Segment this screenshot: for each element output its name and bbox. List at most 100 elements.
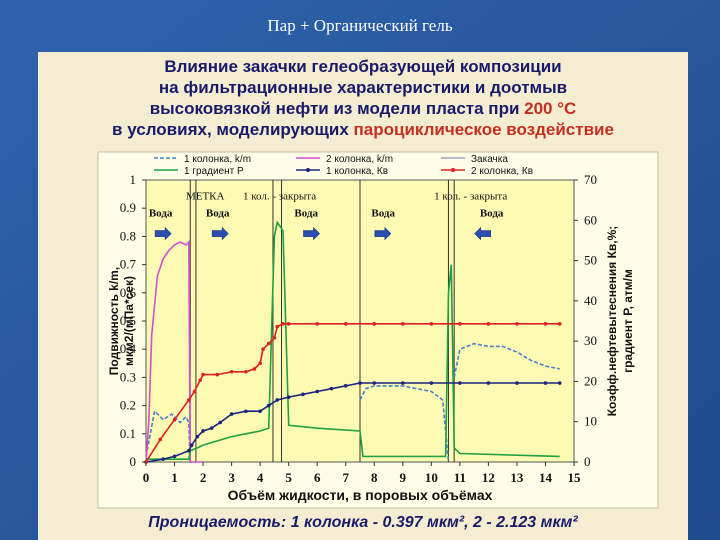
series-point [315,389,320,394]
series-point [172,417,177,422]
legend-label: Закачка [471,154,508,165]
water-arrow-icon [211,226,229,241]
y-right-tick-label: 30 [584,333,597,348]
x-tick-label: 2 [200,470,207,485]
legend-label: 1 градиент P [184,166,244,177]
x-tick-label: 13 [510,470,524,485]
y-left-tick-label: 0.8 [120,228,136,243]
y-left-title-line-2: мкм2/(мПа*сек) [122,276,136,366]
chart-annotation: Вода [206,208,230,220]
x-tick-label: 5 [285,470,292,485]
series-point [218,420,222,425]
y-left-tick-label: 0.3 [120,369,136,384]
y-left-tick-label: 1 [130,172,137,187]
series-point [172,454,177,459]
permeability-footer: Проницаемость: 1 колонка - 0.397 мкм², 2… [148,514,578,531]
legend-label: 1 колонка, Кв [326,166,388,177]
x-tick-label: 3 [228,470,235,485]
series-point [486,381,491,385]
series-point [187,448,191,453]
heading-line-4: в условиях, моделирующих пароциклическое… [112,120,614,139]
slide-title: Пар + Органический гель [267,16,453,35]
series-point [195,434,200,439]
x-tick-label: 0 [143,470,150,485]
x-tick-label: 7 [342,470,349,485]
series-point [458,381,462,385]
y-left-tick-label: 0.4 [120,341,137,356]
series-point [286,395,291,399]
series-point [275,324,280,329]
x-tick-label: 1 [171,470,178,485]
x-axis-title: Объём жидкости, в поровых объёмах [228,487,493,503]
chart-annotation: 1 кол. - закрыта [243,191,316,203]
x-tick-label: 10 [425,470,438,485]
chart-annotation: Вода [480,208,504,220]
series-point [286,322,291,326]
series-point [201,372,205,377]
x-tick-label: 8 [371,470,378,485]
series-point [198,378,203,383]
series-point [315,322,320,326]
y-right-title-line-2: градиент Р, атм/м [621,269,635,373]
y-left-tick-label: 0.5 [120,313,136,328]
legend-label: 2 колонка, k/m [326,154,393,165]
y-right-tick-label: 10 [584,414,597,429]
y-left-tick-label: 0.2 [120,398,136,413]
x-tick-label: 9 [400,470,407,485]
chart-heading: Влияние закачки гелеобразующей композици… [38,56,688,140]
series-point [543,381,548,385]
legend-label: 1 колонка, k/m [184,154,251,165]
water-arrow-icon [374,226,392,241]
heading-highlight: пароциклическое воздействие [353,120,614,139]
y-right-tick-label: 40 [584,293,597,308]
y-right-tick-label: 70 [584,172,597,187]
series-point [429,381,434,385]
series-point [429,322,434,326]
x-tick-label: 6 [314,470,321,485]
series-point [215,372,220,377]
series-line [453,342,560,378]
series-line [359,385,450,463]
series-line [145,240,204,463]
heading-line-3: высоковязкой нефти из модели пласта при … [149,99,577,118]
series-point [275,398,280,402]
series-point [201,429,205,433]
series-point [343,322,348,326]
series-point [301,392,305,397]
y-left-tick-label: 0.7 [120,257,137,272]
y-left-tick-label: 0.9 [120,200,136,215]
series-point [266,403,271,408]
y-right-tick-label: 50 [584,253,597,268]
series-line [145,409,196,463]
series-point [557,381,562,385]
chart-annotation: Вода [371,208,395,220]
series-point [401,381,405,385]
x-tick-label: 11 [454,470,466,485]
series-point [244,409,248,414]
legend-marker [306,168,310,172]
series-point [158,437,163,442]
series-point [486,322,491,326]
water-arrow-icon [303,226,320,241]
series-point [161,457,165,461]
series-point [187,398,191,402]
series-line [145,323,560,463]
series-point [401,322,405,326]
series-point [252,367,257,371]
y-right-tick-label: 0 [584,454,591,469]
chart-annotation: 1 кол. - закрыта [434,191,507,203]
series-point [261,347,265,351]
series-point [258,361,262,366]
chart-area: 0 1 2 3 4 5 6 7 8 9 10 11 12 13 14 1500.10.20.30.40.50.… [97,151,659,509]
series-point [358,381,362,385]
y-right-tick-label: 60 [584,212,597,227]
x-tick-label: 14 [539,470,553,485]
series-line [146,220,560,461]
series-line [145,382,560,463]
water-arrow-icon [474,226,491,241]
series-point [515,322,519,326]
series-point [244,369,248,374]
series-point [229,412,234,416]
series-point [458,322,462,326]
chart-annotation: МЕТКА [186,191,225,203]
